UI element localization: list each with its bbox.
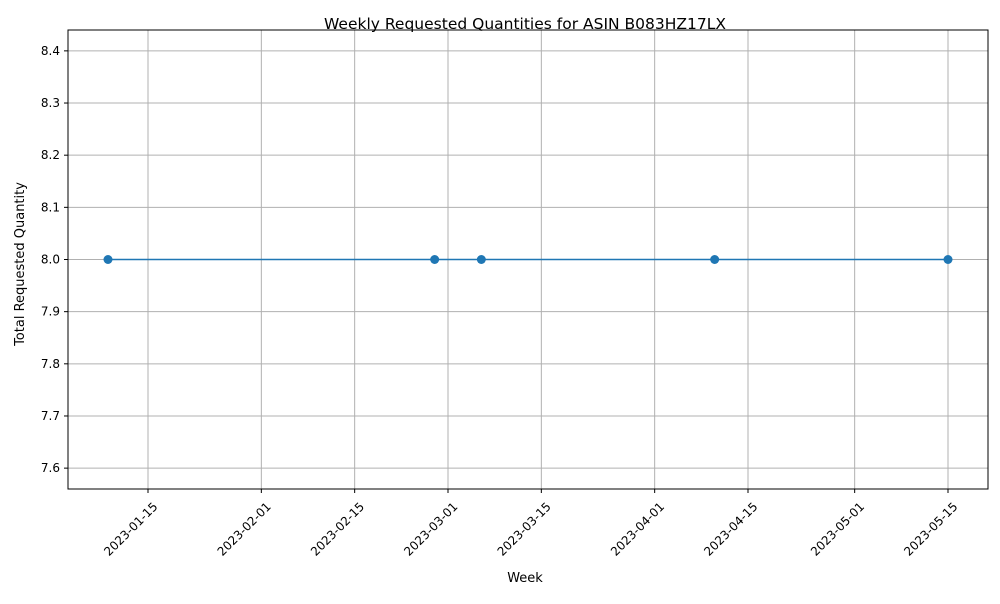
y-tick-label: 8.1 (41, 200, 60, 214)
data-point (710, 255, 720, 264)
x-tick-label: 2023-05-15 (901, 500, 960, 559)
x-axis: 2023-01-15 2023-02-01 2023-02-15 2023-03-01… (101, 489, 960, 559)
y-tick-label: 8.3 (41, 96, 60, 110)
data-point (103, 255, 113, 264)
y-axis: 7.6 7.7 7.8 7.9 8.0 8.1 8.2 8.3 8.4 (41, 44, 68, 475)
series-layer (103, 255, 953, 264)
x-tick-label: 2023-03-01 (401, 500, 460, 559)
y-tick-label: 7.8 (41, 357, 60, 371)
x-tick-label: 2023-04-01 (608, 500, 667, 559)
x-tick-label: 2023-05-01 (808, 500, 867, 559)
x-tick-label: 2023-02-01 (215, 500, 274, 559)
y-tick-label: 8.0 (41, 253, 60, 267)
data-point (943, 255, 953, 264)
x-tick-label: 2023-04-15 (701, 500, 760, 559)
y-tick-label: 7.7 (41, 409, 60, 423)
data-point (430, 255, 440, 264)
y-axis-label: Total Requested Quantity (13, 182, 28, 347)
y-tick-label: 7.9 (41, 305, 60, 319)
y-tick-label: 8.4 (41, 44, 60, 58)
y-tick-label: 8.2 (41, 148, 60, 162)
chart-title: Weekly Requested Quantities for ASIN B08… (324, 15, 726, 33)
x-tick-label: 2023-01-15 (101, 500, 160, 559)
y-tick-label: 7.6 (41, 461, 60, 475)
x-tick-label: 2023-02-15 (308, 500, 367, 559)
x-tick-label: 2023-03-15 (495, 500, 554, 559)
x-axis-label: Week (507, 571, 543, 586)
data-point (476, 255, 486, 264)
